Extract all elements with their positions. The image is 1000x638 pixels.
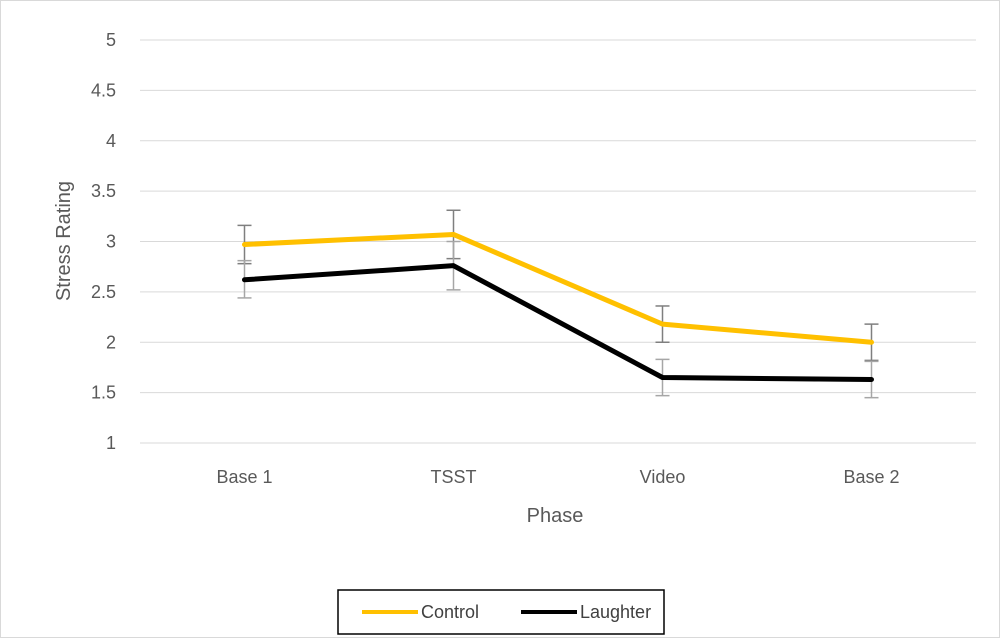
- y-tick-label: 1: [106, 433, 116, 453]
- x-tick-labels: Base 1 TSST Video Base 2: [216, 467, 899, 487]
- y-tick-label: 2: [106, 332, 116, 352]
- y-tick-label: 2.5: [91, 282, 116, 302]
- legend-label-control: Control: [421, 602, 479, 622]
- y-tick-label: 3.5: [91, 181, 116, 201]
- x-tick-label: Base 1: [216, 467, 272, 487]
- legend-label-laughter: Laughter: [580, 602, 651, 622]
- y-tick-label: 5: [106, 30, 116, 50]
- series-lines: [242, 231, 874, 383]
- y-axis-title: Stress Rating: [53, 181, 75, 301]
- gridlines: [140, 39, 976, 444]
- series-line-control: [242, 231, 874, 345]
- y-tick-label: 4: [106, 131, 116, 151]
- y-tick-label: 4.5: [91, 80, 116, 100]
- series-line-laughter: [242, 263, 874, 383]
- x-axis-title: Phase: [527, 505, 584, 527]
- y-tick-labels: 1 1.5 2 2.5 3 3.5 4 4.5 5: [91, 30, 116, 453]
- x-tick-label: TSST: [430, 467, 476, 487]
- y-tick-label: 3: [106, 232, 116, 252]
- y-tick-label: 1.5: [91, 383, 116, 403]
- x-tick-label: Base 2: [843, 467, 899, 487]
- x-tick-label: Video: [640, 467, 686, 487]
- legend: Control Laughter: [337, 589, 665, 635]
